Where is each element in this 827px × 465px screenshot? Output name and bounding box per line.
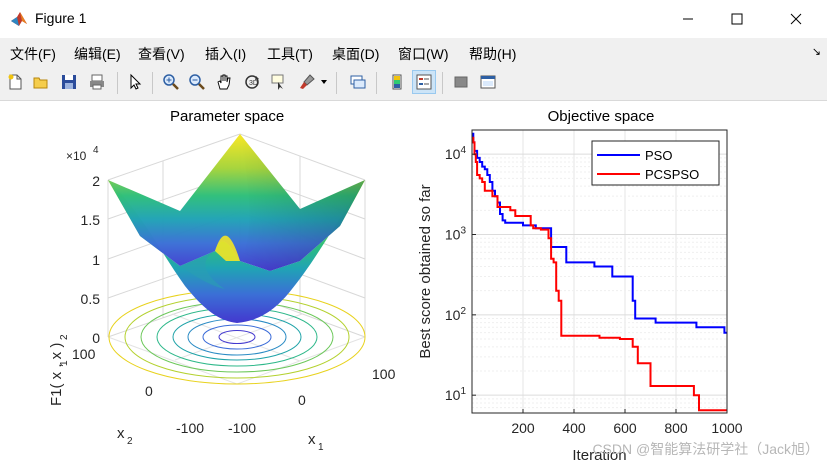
left-plot-title: Parameter space	[170, 108, 285, 125]
svg-text:1: 1	[59, 360, 70, 366]
rotate-3d-icon[interactable]: 3D	[241, 71, 263, 93]
z-exponent-label: ×10 4	[66, 145, 99, 163]
dock-arrow-icon[interactable]: ↘	[811, 46, 821, 58]
legend-label: PCSPSO	[645, 167, 699, 182]
open-file-icon[interactable]	[30, 71, 52, 93]
surface-plot[interactable]: 2 1.5 1 0.5 0 ×10 4 F1( x , x ) 1 2 100 …	[0, 101, 400, 465]
chart-title: Objective space	[548, 108, 655, 125]
objective-space-chart[interactable]: Objective space 200 400 600 800 1000 101 102 10…	[400, 101, 827, 465]
svg-text:1: 1	[92, 252, 100, 268]
svg-text:0.5: 0.5	[81, 291, 101, 307]
pan-hand-icon[interactable]	[213, 71, 235, 93]
x-tick-label: 1000	[711, 420, 742, 436]
svg-text:x: x	[308, 431, 316, 448]
minimize-button[interactable]	[665, 0, 711, 38]
floor-grid	[107, 313, 366, 385]
x-tick-label: 200	[511, 420, 535, 436]
surface-mesh	[108, 134, 365, 323]
menu-desktop[interactable]: 桌面(D)	[332, 46, 380, 62]
toolbar-separator	[152, 72, 153, 94]
x1-axis-label: x 1	[308, 431, 324, 453]
svg-text:-100: -100	[176, 420, 204, 436]
menu-help[interactable]: 帮助(H)	[469, 46, 517, 62]
menu-file[interactable]: 文件(F)	[10, 46, 56, 62]
maximize-button[interactable]	[714, 0, 760, 38]
chart-ticks: 200 400 600 800 1000 101 102 103 104	[445, 145, 743, 436]
link-plot-icon[interactable]	[347, 71, 369, 93]
menu-tools[interactable]: 工具(T)	[267, 46, 313, 62]
y-tick-label: 102	[445, 306, 467, 323]
window-title: Figure 1	[35, 10, 87, 26]
x2-axis-ticks: 100 0 -100	[72, 346, 204, 436]
pointer-icon[interactable]	[124, 71, 146, 93]
legend-label: PSO	[645, 148, 672, 163]
chart-series	[472, 132, 727, 412]
menu-bar: 文件(F) 编辑(E) 查看(V) 插入(I) 工具(T) 桌面(D) 窗口(W…	[0, 38, 827, 66]
svg-text:100: 100	[72, 346, 96, 362]
svg-text:2: 2	[59, 334, 70, 340]
x-tick-label: 800	[664, 420, 688, 436]
legend-icon[interactable]	[412, 70, 436, 94]
y-tick-label: 101	[445, 386, 467, 403]
minimize-icon	[683, 18, 693, 20]
svg-text:2: 2	[127, 436, 133, 447]
z-axis-ticks: 2 1.5 1 0.5 0	[81, 173, 101, 346]
svg-text:3D: 3D	[249, 80, 258, 87]
menu-edit[interactable]: 编辑(E)	[74, 46, 121, 62]
svg-text:4: 4	[93, 145, 99, 156]
matlab-logo-icon	[11, 12, 27, 26]
maximize-icon	[731, 13, 743, 25]
svg-text:×10: ×10	[66, 149, 87, 163]
chart-legend[interactable]: PSO PCSPSO	[591, 140, 720, 186]
toolbar-separator	[336, 72, 337, 94]
watermark-text: CSDN @智能算法研学社（Jack旭）	[592, 441, 819, 457]
menu-window[interactable]: 窗口(W)	[398, 46, 449, 62]
svg-text:100: 100	[372, 366, 396, 382]
brush-dropdown-icon[interactable]	[318, 71, 330, 93]
x-tick-label: 400	[562, 420, 586, 436]
svg-text:-100: -100	[228, 420, 256, 436]
menu-insert[interactable]: 插入(I)	[205, 46, 247, 62]
colorbar-icon[interactable]	[386, 71, 408, 93]
series-line-pso	[472, 132, 727, 334]
svg-text:0: 0	[92, 330, 100, 346]
x1-axis-ticks: -100 0 100	[228, 366, 396, 436]
toolbar-separator	[117, 72, 118, 94]
brush-icon[interactable]	[296, 71, 318, 93]
x2-axis-label: x 2	[117, 425, 133, 447]
svg-text:F1( x , x ): F1( x , x )	[48, 343, 65, 406]
svg-text:1: 1	[318, 442, 324, 453]
svg-text:1.5: 1.5	[81, 212, 101, 228]
figure-canvas[interactable]: Parameter space	[0, 101, 827, 465]
title-bar: Figure 1	[0, 0, 827, 38]
toolbar-separator	[376, 72, 377, 94]
chart-y-label: Best score obtained so far	[417, 184, 434, 358]
svg-text:0: 0	[298, 392, 306, 408]
contour-lines	[108, 289, 366, 385]
y-tick-label: 103	[445, 226, 467, 243]
svg-text:2: 2	[92, 173, 100, 189]
zoom-in-icon[interactable]	[160, 71, 182, 93]
z-axis-label: F1( x , x ) 1 2	[48, 334, 70, 406]
hide-plot-tools-icon[interactable]	[450, 71, 472, 93]
svg-text:0: 0	[145, 383, 153, 399]
svg-text:x: x	[117, 425, 125, 442]
x-tick-label: 600	[613, 420, 637, 436]
zoom-out-icon[interactable]	[186, 71, 208, 93]
menu-view[interactable]: 查看(V)	[138, 46, 185, 62]
save-icon[interactable]	[58, 71, 80, 93]
chart-x-label: Iteration	[572, 447, 626, 464]
chart-axes-frame	[471, 129, 728, 414]
close-button[interactable]	[773, 0, 819, 38]
legend-box	[591, 140, 720, 186]
data-cursor-icon[interactable]	[268, 71, 290, 93]
y-tick-label: 104	[445, 145, 467, 162]
toolbar: 3D	[0, 66, 827, 101]
print-icon[interactable]	[86, 71, 108, 93]
toolbar-separator	[442, 72, 443, 94]
show-plot-tools-icon[interactable]	[477, 71, 499, 93]
close-icon	[790, 13, 802, 25]
series-line-pcspso	[472, 136, 727, 412]
new-figure-icon[interactable]	[4, 71, 26, 93]
